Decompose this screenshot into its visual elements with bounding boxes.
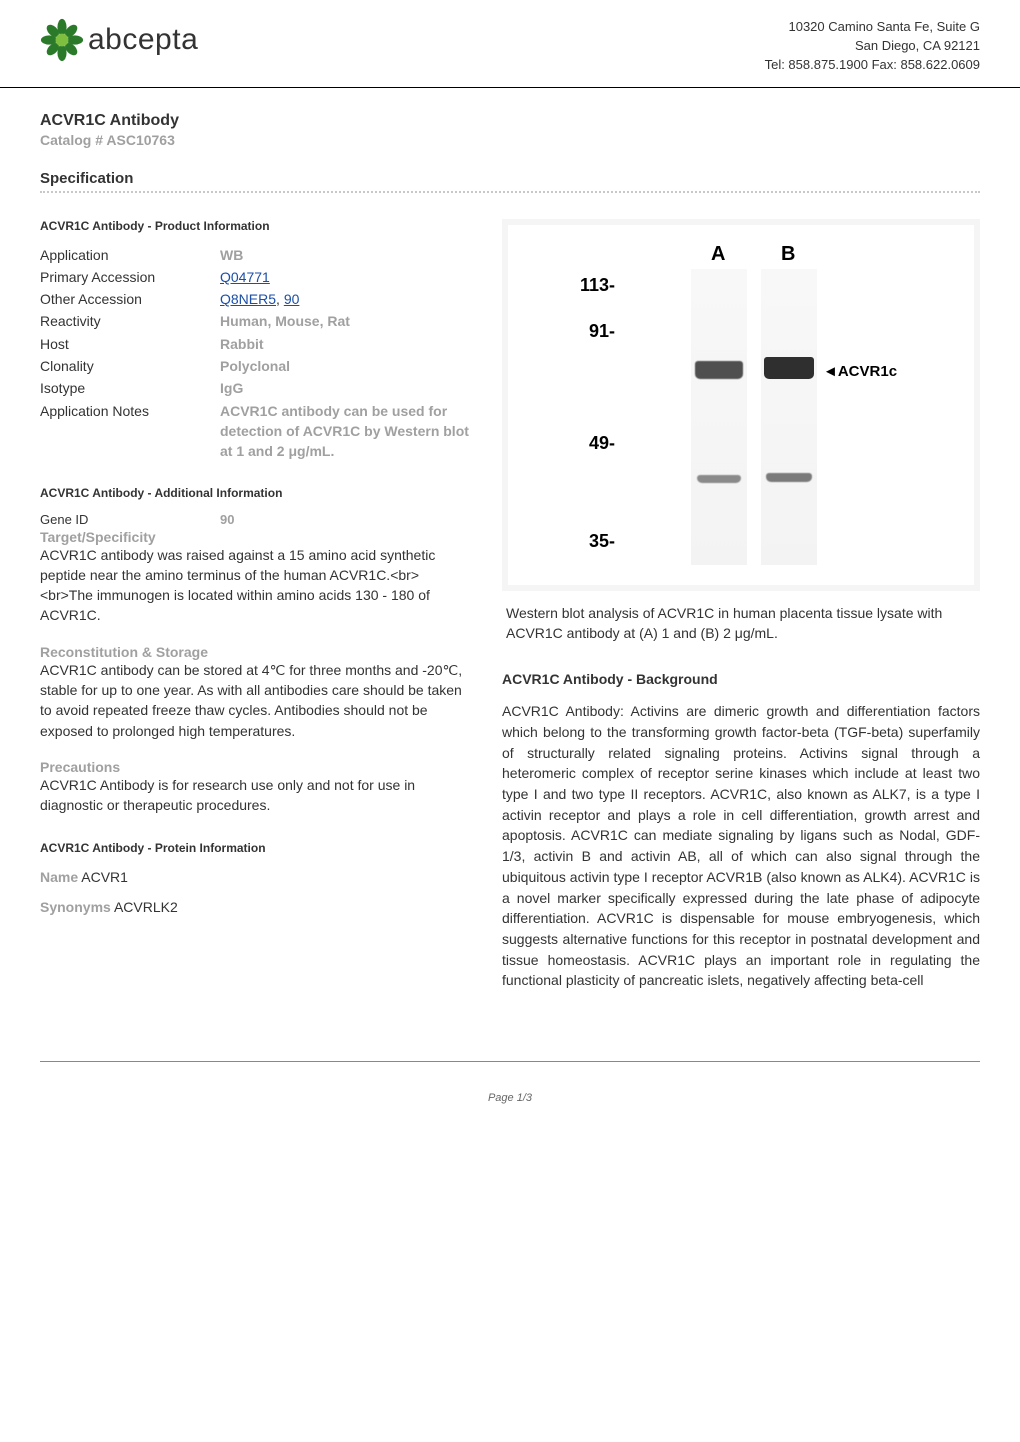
separator: ,: [276, 291, 284, 307]
wb-ytick: 91-: [571, 321, 615, 342]
protein-synonyms-value: ACVRLK2: [114, 899, 178, 915]
wb-ytick: 35-: [571, 531, 615, 552]
info-row: Primary AccessionQ04771: [40, 267, 470, 287]
left-column: ACVR1C Antibody - Product Information Ap…: [40, 219, 470, 992]
specification-heading: Specification: [40, 170, 980, 193]
info-row: ClonalityPolyclonal: [40, 356, 470, 376]
info-value-text: Rabbit: [220, 336, 264, 352]
reconstitution-heading: Reconstitution & Storage: [40, 644, 470, 660]
accession-link[interactable]: Q8NER5: [220, 291, 276, 307]
product-info-heading: ACVR1C Antibody - Product Information: [40, 219, 470, 233]
info-label: Host: [40, 334, 220, 354]
info-value: Polyclonal: [220, 356, 470, 376]
info-row: Other AccessionQ8NER5, 90: [40, 289, 470, 309]
company-logo: abcepta: [40, 18, 198, 62]
figure-container: 113- 91- 49- 35- A B ◄ACVR1c: [502, 219, 980, 591]
figure-caption: Western blot analysis of ACVR1C in human…: [502, 603, 980, 644]
reconstitution-text: ACVR1C antibody can be stored at 4℃ for …: [40, 660, 470, 741]
background-text: ACVR1C Antibody: Activins are dimeric gr…: [502, 701, 980, 991]
catalog-number: Catalog # ASC10763: [40, 132, 980, 148]
target-specificity-heading: Target/Specificity: [40, 529, 470, 545]
info-label: Primary Accession: [40, 267, 220, 287]
info-row: HostRabbit: [40, 334, 470, 354]
info-label: Other Accession: [40, 289, 220, 309]
precautions-heading: Precautions: [40, 759, 470, 775]
page-footer: Page 1/3: [40, 1061, 980, 1120]
wb-column-label: B: [781, 243, 795, 266]
info-value: Q04771: [220, 267, 470, 287]
info-value-text: IgG: [220, 380, 243, 396]
info-value-text: WB: [220, 247, 243, 263]
info-label: Application Notes: [40, 401, 220, 421]
two-column-layout: ACVR1C Antibody - Product Information Ap…: [40, 219, 980, 992]
wb-band: [766, 473, 812, 482]
western-blot-canvas: 113- 91- 49- 35- A B ◄ACVR1c: [571, 235, 911, 575]
wb-column-label: A: [711, 243, 725, 266]
info-label: Clonality: [40, 356, 220, 376]
page-header: abcepta 10320 Camino Santa Fe, Suite G S…: [0, 0, 1020, 88]
address-line-3: Tel: 858.875.1900 Fax: 858.622.0609: [765, 56, 980, 75]
gene-id-label: Gene ID: [40, 512, 220, 527]
address-line-1: 10320 Camino Santa Fe, Suite G: [765, 18, 980, 37]
info-value-text: ACVR1C antibody can be used for detectio…: [220, 403, 469, 460]
page-content: ACVR1C Antibody Catalog # ASC10763 Speci…: [0, 88, 1020, 1022]
info-row: IsotypeIgG: [40, 378, 470, 398]
additional-info-heading: ACVR1C Antibody - Additional Information: [40, 486, 470, 500]
protein-info-heading: ACVR1C Antibody - Protein Information: [40, 841, 470, 855]
wb-band: [695, 361, 743, 379]
western-blot-figure: 113- 91- 49- 35- A B ◄ACVR1c: [508, 225, 974, 585]
info-label: Reactivity: [40, 311, 220, 331]
target-specificity-text: ACVR1C antibody was raised against a 15 …: [40, 545, 470, 626]
product-info-table: ApplicationWBPrimary AccessionQ04771Othe…: [40, 245, 470, 462]
accession-link[interactable]: Q04771: [220, 269, 270, 285]
wb-arrow-label: ◄ACVR1c: [823, 363, 897, 380]
precautions-text: ACVR1C Antibody is for research use only…: [40, 775, 470, 816]
wb-ytick: 49-: [571, 433, 615, 454]
info-row: Application NotesACVR1C antibody can be …: [40, 401, 470, 462]
protein-synonyms-row: Synonyms ACVRLK2: [40, 899, 470, 915]
info-row: ApplicationWB: [40, 245, 470, 265]
info-value: IgG: [220, 378, 470, 398]
flower-logo-icon: [40, 18, 84, 62]
background-heading: ACVR1C Antibody - Background: [502, 671, 980, 687]
wb-ytick: 113-: [571, 275, 615, 296]
accession-link[interactable]: 90: [284, 291, 300, 307]
company-address: 10320 Camino Santa Fe, Suite G San Diego…: [765, 18, 980, 75]
info-label: Isotype: [40, 378, 220, 398]
info-row: ReactivityHuman, Mouse, Rat: [40, 311, 470, 331]
wb-band: [764, 357, 814, 379]
wb-lane: [691, 269, 747, 565]
wb-lane: [761, 269, 817, 565]
right-column: 113- 91- 49- 35- A B ◄ACVR1c Western blot anal…: [502, 219, 980, 992]
protein-name-label: Name: [40, 869, 78, 885]
protein-synonyms-label: Synonyms: [40, 899, 111, 915]
product-title: ACVR1C Antibody: [40, 112, 980, 130]
info-value: Rabbit: [220, 334, 470, 354]
protein-name-value: ACVR1: [81, 869, 128, 885]
gene-id-row: Gene ID 90: [40, 512, 470, 527]
info-value: Human, Mouse, Rat: [220, 311, 470, 331]
info-value: ACVR1C antibody can be used for detectio…: [220, 401, 470, 462]
page-number: Page 1/3: [488, 1092, 532, 1104]
info-value-text: Human, Mouse, Rat: [220, 313, 350, 329]
wb-band: [697, 475, 741, 483]
info-value: Q8NER5, 90: [220, 289, 470, 309]
company-name: abcepta: [88, 23, 198, 57]
protein-name-row: Name ACVR1: [40, 869, 470, 885]
info-label: Application: [40, 245, 220, 265]
info-value: WB: [220, 245, 470, 265]
address-line-2: San Diego, CA 92121: [765, 37, 980, 56]
gene-id-value: 90: [220, 512, 470, 527]
info-value-text: Polyclonal: [220, 358, 290, 374]
